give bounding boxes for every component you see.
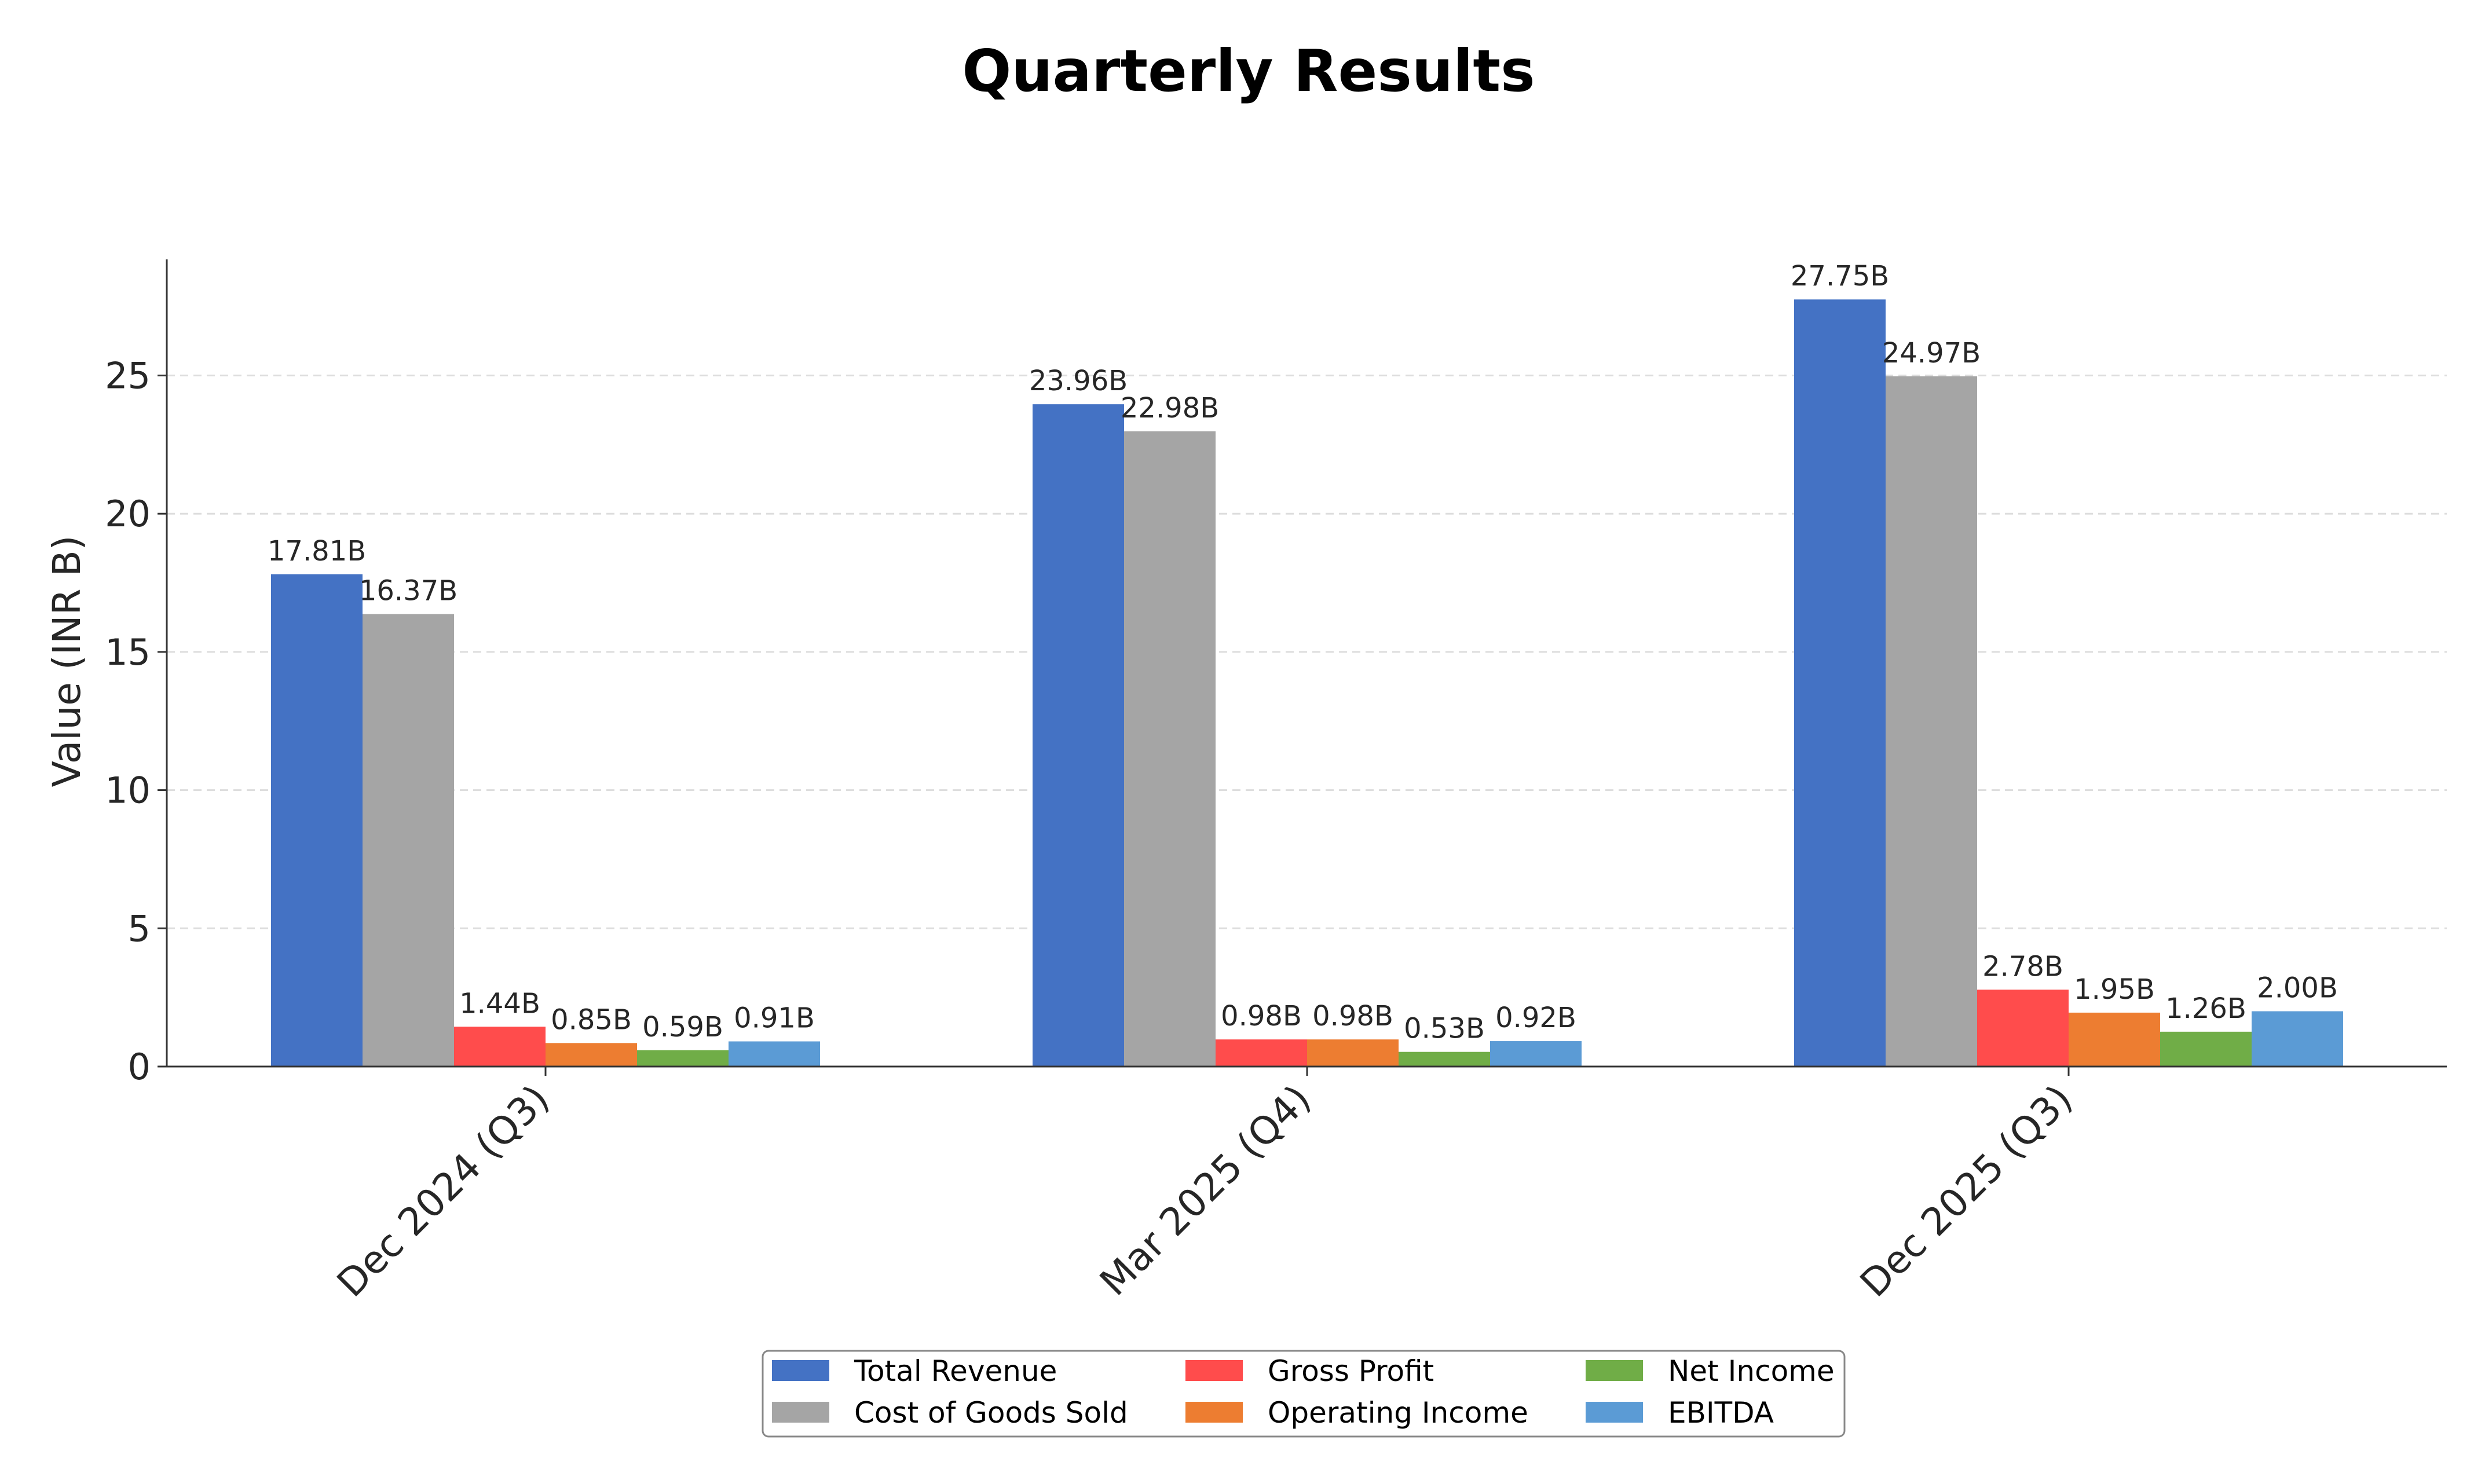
bar-operating-income xyxy=(546,1043,637,1067)
data-labels: 17.81B 23.96B 27.75B 16.37B 22.98B 24.97B 1.44… xyxy=(268,260,2338,1045)
y-tick-label: 0 xyxy=(128,1046,151,1088)
legend-swatch xyxy=(1185,1360,1243,1381)
bar-gross-profit xyxy=(454,1027,546,1067)
y-tick-label: 15 xyxy=(105,631,151,673)
bar-value-label: 1.44B xyxy=(459,987,540,1020)
legend: Total Revenue Cost of Goods Sold Gross Pro… xyxy=(762,1350,1846,1438)
bar-ebitda xyxy=(729,1041,820,1067)
bar-value-label: 22.98B xyxy=(1121,392,1219,424)
bar-value-label: 1.26B xyxy=(2165,992,2246,1025)
y-tick-label: 25 xyxy=(105,355,151,397)
bar-total-revenue xyxy=(1033,404,1124,1067)
bar-operating-income xyxy=(1307,1039,1399,1067)
bar-value-label: 0.59B xyxy=(642,1011,723,1043)
bar-value-label: 0.85B xyxy=(551,1003,632,1036)
gridlines xyxy=(167,375,2447,929)
bar-value-label: 0.98B xyxy=(1221,1000,1302,1032)
legend-swatch xyxy=(772,1402,829,1423)
bar-value-label: 0.92B xyxy=(1495,1002,1576,1034)
legend-label: Cost of Goods Sold xyxy=(854,1396,1128,1430)
legend-label: EBITDA xyxy=(1668,1396,1774,1430)
legend-swatch xyxy=(1586,1360,1643,1381)
bars xyxy=(271,299,2343,1067)
bar-value-label: 23.96B xyxy=(1029,365,1128,397)
y-tick-label: 10 xyxy=(105,770,151,812)
y-axis-label: Value (INR B) xyxy=(45,536,89,787)
bar-value-label: 1.95B xyxy=(2074,973,2155,1006)
legend-swatch xyxy=(1185,1402,1243,1423)
bar-value-label: 0.98B xyxy=(1312,1000,1393,1032)
bar-total-revenue xyxy=(1794,299,1886,1067)
bar-value-label: 2.00B xyxy=(2257,972,2338,1005)
legend-swatch xyxy=(772,1360,829,1381)
bar-ebitda xyxy=(1490,1041,1582,1067)
bar-cost-of-goods-sold xyxy=(363,614,454,1067)
y-tick-label: 20 xyxy=(105,493,151,535)
legend-label: Operating Income xyxy=(1268,1396,1528,1430)
bar-operating-income xyxy=(2069,1012,2160,1067)
axes: 0 5 10 15 20 25 Dec 2024 (Q3) Mar 2025 (Q4) Dec … xyxy=(105,259,2447,1306)
bar-value-label: 0.53B xyxy=(1404,1013,1485,1045)
x-tick-label: Mar 2025 (Q4) xyxy=(1092,1076,1320,1305)
bar-net-income xyxy=(2160,1031,2252,1067)
bar-gross-profit xyxy=(1216,1039,1307,1067)
bar-net-income xyxy=(1399,1051,1490,1067)
bar-total-revenue xyxy=(271,574,363,1067)
x-tick-label: Dec 2025 (Q3) xyxy=(1851,1076,2081,1306)
legend-frame xyxy=(762,1350,1846,1438)
bar-value-label: 16.37B xyxy=(359,575,458,607)
bar-gross-profit xyxy=(1977,990,2069,1067)
legend-swatch xyxy=(1586,1402,1643,1423)
bar-value-label: 17.81B xyxy=(268,535,366,567)
bar-cost-of-goods-sold xyxy=(1124,431,1216,1067)
legend-label: Total Revenue xyxy=(854,1354,1057,1388)
y-tick-label: 5 xyxy=(128,907,151,950)
bar-value-label: 2.78B xyxy=(1982,950,2063,983)
bar-value-label: 24.97B xyxy=(1882,337,1981,369)
legend-label: Net Income xyxy=(1668,1354,1835,1388)
bar-ebitda xyxy=(2252,1011,2343,1067)
bar-value-label: 0.91B xyxy=(734,1002,815,1035)
legend-label: Gross Profit xyxy=(1268,1354,1434,1388)
bar-cost-of-goods-sold xyxy=(1886,376,1977,1067)
bar-net-income xyxy=(637,1050,729,1067)
chart-title: Quarterly Results xyxy=(962,37,1535,105)
x-tick-label: Dec 2024 (Q3) xyxy=(328,1076,558,1306)
bar-value-label: 27.75B xyxy=(1791,260,1889,292)
